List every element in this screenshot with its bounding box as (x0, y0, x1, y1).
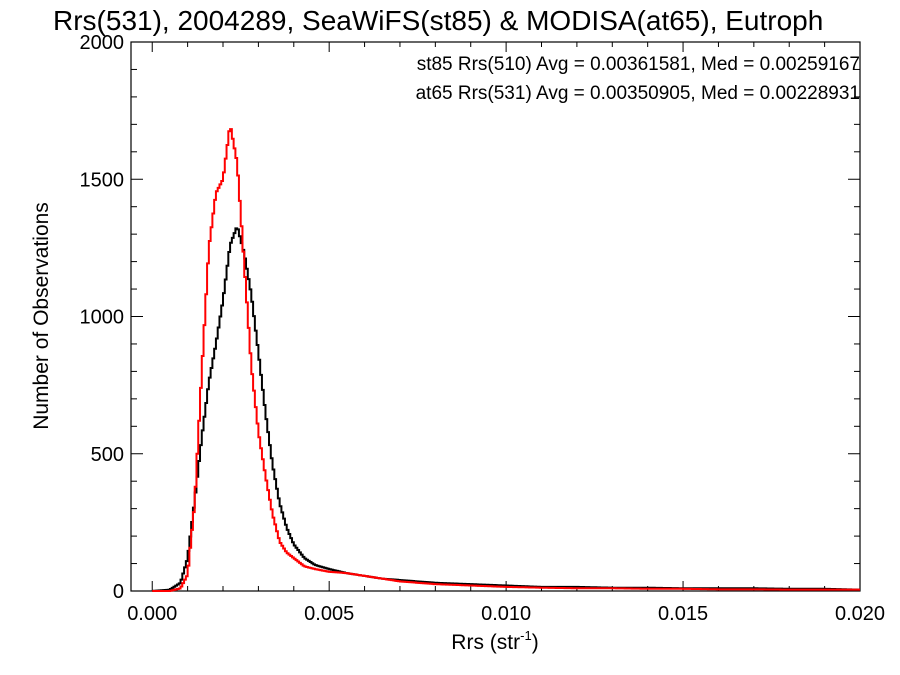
legend-entry-st85: st85 Rrs(510) Avg = 0.00361581, Med = 0.… (417, 54, 860, 75)
y-tick-label: 500 (91, 444, 124, 466)
x-axis-label-superscript: -1 (520, 628, 532, 643)
x-axis-label: Rrs (str-1) (451, 628, 538, 654)
chart-title: Rrs(531), 2004289, SeaWiFS(st85) & MODIS… (53, 5, 823, 36)
x-tick-label: 0.015 (658, 603, 708, 625)
y-tick-label: 2000 (80, 32, 125, 54)
y-axis-label: Number of Observations (30, 202, 53, 430)
y-tick-label: 0 (113, 581, 124, 603)
x-tick-label: 0.020 (835, 603, 885, 625)
y-tick-label: 1500 (80, 169, 125, 191)
legend-entry-at65: at65 Rrs(531) Avg = 0.00350905, Med = 0.… (416, 83, 860, 104)
y-tick-label: 1000 (80, 307, 125, 329)
series-st85-line (152, 227, 860, 592)
x-tick-label: 0.000 (127, 603, 177, 625)
x-tick-label: 0.010 (481, 603, 531, 625)
series-at65-line (152, 128, 860, 592)
plot-frame (130, 41, 861, 592)
x-tick-label: 0.005 (304, 603, 354, 625)
